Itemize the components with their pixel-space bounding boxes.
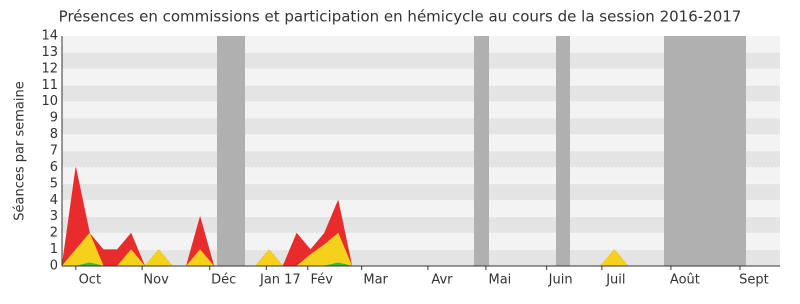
y-tick-label: 1 xyxy=(50,242,58,257)
x-tick-label: Déc xyxy=(211,273,236,288)
y-tick-label: 9 xyxy=(50,111,58,126)
x-tick-label: Jan 17 xyxy=(259,273,301,288)
y-tick-label: 8 xyxy=(50,127,58,142)
y-tick-label: 11 xyxy=(41,78,58,93)
y-tick-label: 10 xyxy=(41,94,58,109)
x-tick-label: Oct xyxy=(79,273,101,288)
y-tick-label: 0 xyxy=(50,259,58,274)
vacation-band xyxy=(474,36,489,266)
x-tick-label: Août xyxy=(670,273,700,288)
y-tick-label: 6 xyxy=(50,160,58,175)
vacation-band xyxy=(556,36,570,266)
vacation-band xyxy=(664,36,746,266)
vacations xyxy=(217,36,746,266)
x-tick-label: Mai xyxy=(488,273,511,288)
x-tick-label: Sept xyxy=(739,273,769,288)
y-tick-label: 12 xyxy=(41,61,58,76)
chart-title: Présences en commissions et participatio… xyxy=(59,8,742,26)
y-tick-label: 13 xyxy=(41,45,58,60)
vacation-band xyxy=(217,36,245,266)
x-tick-label: Juin xyxy=(548,273,573,288)
y-axis-label: Séances par semaine xyxy=(13,81,28,220)
y-tick-label: 3 xyxy=(50,209,58,224)
y-tick-label: 2 xyxy=(50,226,58,241)
x-tick-label: Juil xyxy=(605,273,625,288)
y-tick-label: 14 xyxy=(41,29,58,44)
y-tick-label: 7 xyxy=(50,144,58,159)
y-tick-label: 4 xyxy=(50,193,58,208)
x-tick-label: Fév xyxy=(311,273,334,288)
y-tick-label: 5 xyxy=(50,176,58,191)
x-tick-label: Avr xyxy=(431,273,453,288)
x-tick-label: Mar xyxy=(363,273,388,288)
x-tick-label: Nov xyxy=(143,273,169,288)
